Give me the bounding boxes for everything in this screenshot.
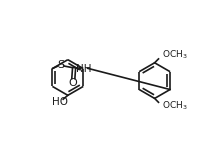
Text: HO: HO xyxy=(52,97,68,106)
Text: NH: NH xyxy=(76,64,92,74)
Text: O: O xyxy=(68,78,77,88)
Text: OCH$_3$: OCH$_3$ xyxy=(162,49,188,61)
Text: OCH$_3$: OCH$_3$ xyxy=(162,100,188,112)
Text: S: S xyxy=(57,60,65,70)
